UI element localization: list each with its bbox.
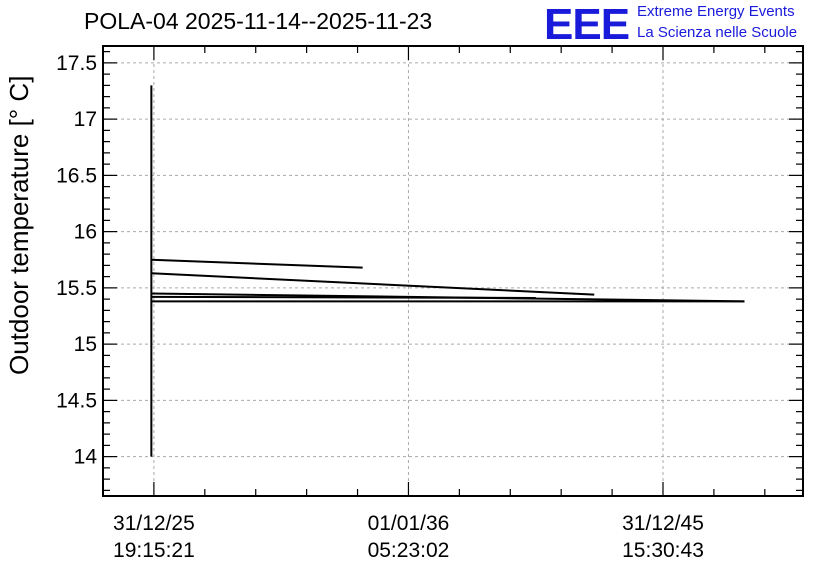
data-segment <box>151 295 536 299</box>
x-tick-label-date: 31/12/45 <box>622 512 704 535</box>
y-tick-label: 17 <box>74 108 97 131</box>
y-tick-label: 15.5 <box>56 277 97 300</box>
logo-subtitle-line1: Extreme Energy Events <box>637 3 795 20</box>
y-tick-label: 16 <box>74 221 97 244</box>
eee-logo: EEE <box>544 0 630 49</box>
x-tick-label-time: 15:30:43 <box>622 539 704 562</box>
x-tick-label-time: 05:23:02 <box>368 539 450 562</box>
y-tick-label: 16.5 <box>56 164 97 187</box>
y-tick-label: 15 <box>74 333 97 356</box>
chart-title: POLA-04 2025-11-14--2025-11-23 <box>84 8 433 34</box>
data-segment <box>151 258 363 269</box>
y-tick-label: 14 <box>74 446 98 469</box>
x-tick-label-date: 01/01/36 <box>368 512 450 535</box>
y-tick-label: 14.5 <box>56 389 97 412</box>
y-tick-label: 17.5 <box>56 52 97 75</box>
data-segment <box>151 272 595 296</box>
x-tick-label-time: 19:15:21 <box>113 539 195 562</box>
logo-subtitle-line2: La Scienza nelle Scuole <box>637 24 798 41</box>
plot-frame <box>102 45 804 497</box>
x-tick-label-date: 31/12/25 <box>113 512 195 535</box>
